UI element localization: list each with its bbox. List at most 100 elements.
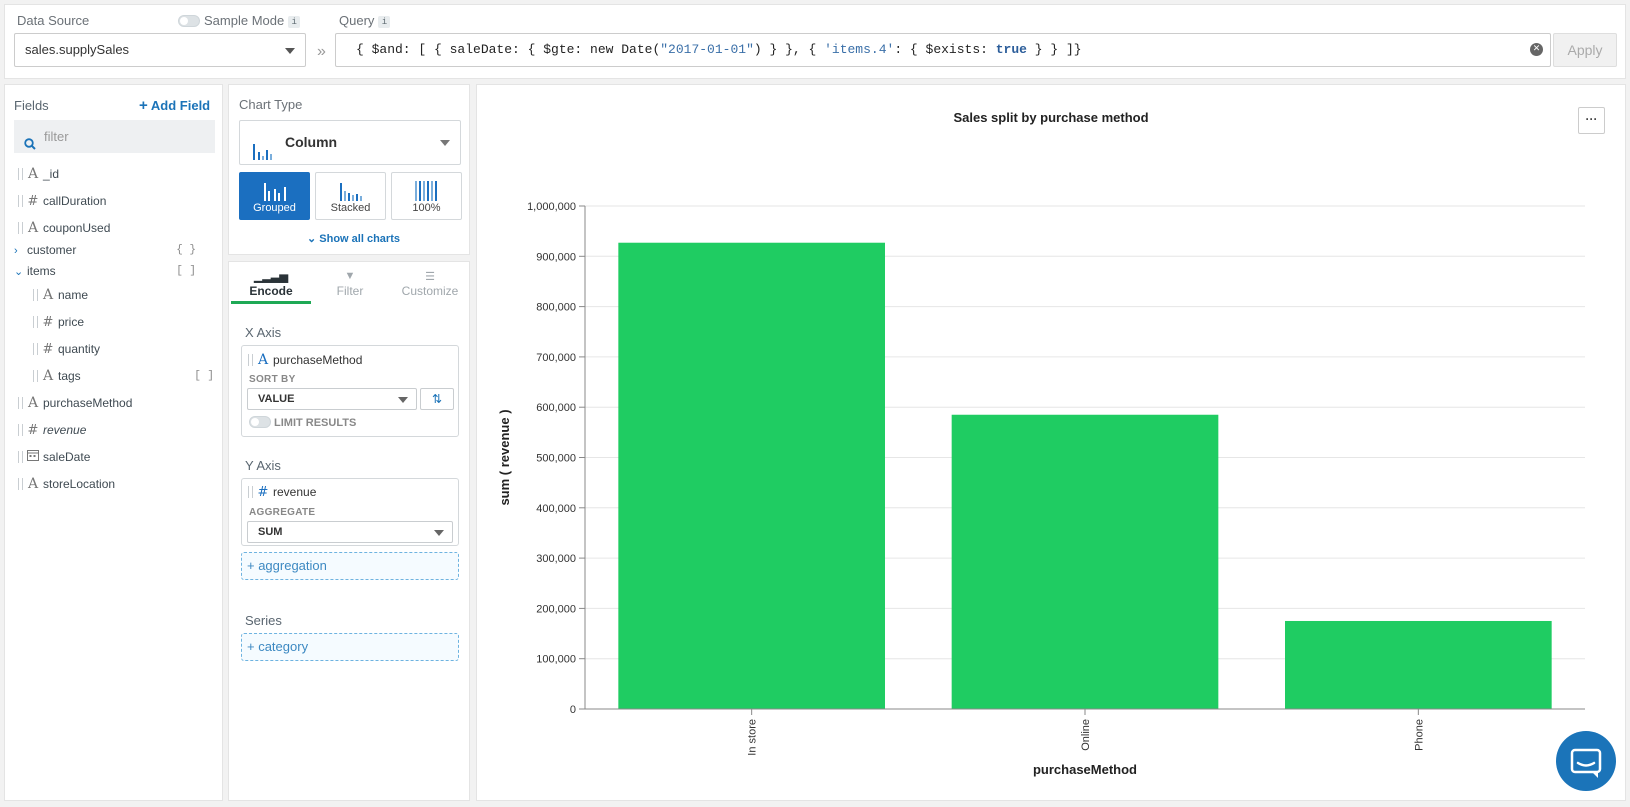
show-all-charts-link[interactable]: ⌄ Show all charts: [307, 232, 400, 245]
add-field-button[interactable]: + Add Field: [139, 97, 210, 114]
chevron-down-icon[interactable]: ⌄: [14, 266, 24, 278]
grouped-button[interactable]: Grouped: [239, 172, 310, 220]
data-source-select[interactable]: sales.supplySales: [14, 33, 306, 67]
chart-type-panel: Chart Type Column Grouped Stacked 100% ⌄…: [228, 84, 470, 255]
double-chevron-right-icon[interactable]: »: [317, 43, 326, 60]
sliders-icon: ☰: [425, 271, 435, 283]
field-item-price[interactable]: # price: [33, 312, 84, 332]
array-type-icon: [ ]: [176, 265, 196, 277]
field-item-customer[interactable]: › customer { }: [14, 240, 214, 260]
field-label: revenue: [43, 423, 87, 437]
field-label: storeLocation: [43, 477, 116, 491]
chevron-down-icon: [434, 530, 444, 536]
stacked-label: Stacked: [330, 202, 371, 214]
field-label: name: [58, 288, 89, 302]
string-type-icon: A: [257, 352, 269, 368]
apply-button[interactable]: Apply: [1553, 33, 1617, 67]
drag-handle-icon[interactable]: [33, 289, 38, 301]
chart-menu-button[interactable]: ···: [1578, 107, 1605, 134]
number-type-icon: #: [257, 485, 269, 500]
drag-handle-icon[interactable]: [18, 478, 23, 490]
query-part-5: : { $exists:: [894, 42, 996, 57]
tab-filter[interactable]: ▼ Filter: [310, 262, 390, 304]
sort-by-label: SORT BY: [249, 374, 296, 385]
search-icon: [24, 129, 36, 162]
number-type-icon: #: [27, 423, 39, 438]
y-tick-label: 300,000: [536, 553, 576, 565]
drag-handle-icon[interactable]: [18, 451, 23, 463]
query-part-4: 'items.4': [824, 42, 895, 57]
field-label: quantity: [58, 342, 101, 356]
field-item-revenue[interactable]: # revenue: [18, 420, 86, 440]
chevron-down-icon: [285, 48, 295, 54]
show-all-label: Show all charts: [319, 233, 400, 245]
string-type-icon: A: [42, 287, 54, 303]
sample-mode-info-icon[interactable]: i: [288, 16, 301, 28]
sort-order-button[interactable]: ⇅: [420, 388, 454, 410]
bar: [951, 414, 1219, 709]
drag-handle-icon[interactable]: [33, 370, 38, 382]
field-item-callduration[interactable]: # callDuration: [18, 191, 106, 211]
limit-results-toggle[interactable]: [249, 416, 271, 428]
query-input[interactable]: { $and: [ { saleDate: { $gte: new Date("…: [335, 33, 1551, 67]
aggregate-select[interactable]: SUM: [247, 521, 453, 543]
drag-handle-icon[interactable]: [18, 168, 23, 180]
add-aggregation-button[interactable]: + aggregation: [241, 552, 459, 580]
chart-type-select[interactable]: Column: [239, 120, 461, 165]
tab-filter-label: Filter: [336, 284, 364, 298]
sample-mode-toggle[interactable]: [178, 15, 200, 27]
tab-encode[interactable]: ▁▂▃▅ Encode: [231, 262, 311, 304]
y-tick-label: 700,000: [536, 352, 576, 364]
chevron-right-icon[interactable]: ›: [14, 245, 18, 257]
chat-button[interactable]: [1556, 731, 1616, 791]
field-label: items: [27, 264, 56, 278]
field-item-saledate[interactable]: saleDate: [18, 447, 90, 467]
drag-handle-icon[interactable]: [248, 486, 253, 498]
add-category-button[interactable]: + category: [241, 633, 459, 661]
sort-by-select[interactable]: VALUE: [247, 388, 417, 410]
y-field-chip[interactable]: # revenue: [248, 485, 316, 500]
clear-query-icon[interactable]: ✕: [1530, 43, 1543, 56]
query-part-2: "2017-01-01": [660, 42, 754, 57]
string-type-icon: A: [27, 476, 39, 492]
drag-handle-icon[interactable]: [18, 195, 23, 207]
grouped-chart-icon: [262, 181, 288, 204]
field-item-id[interactable]: A _id: [18, 164, 59, 184]
tab-customize-label: Customize: [401, 284, 459, 298]
drag-handle-icon[interactable]: [33, 343, 38, 355]
query-info-icon[interactable]: i: [378, 16, 391, 28]
y-tick-label: 200,000: [536, 603, 576, 615]
drag-handle-icon[interactable]: [248, 354, 253, 366]
drag-handle-icon[interactable]: [33, 316, 38, 328]
tab-customize[interactable]: ☰ Customize: [390, 262, 470, 304]
field-item-quantity[interactable]: # quantity: [33, 339, 100, 359]
string-type-icon: A: [27, 395, 39, 411]
field-filter-input[interactable]: filter: [14, 120, 215, 153]
field-item-items[interactable]: ⌄ items [ ]: [14, 261, 214, 281]
sample-mode-label: Sample Mode: [204, 13, 285, 28]
stacked-button[interactable]: Stacked: [315, 172, 386, 220]
x-field-label: purchaseMethod: [273, 353, 363, 367]
encode-panel: ▁▂▃▅ Encode ▼ Filter ☰ Customize X Axis …: [228, 261, 470, 801]
bar: [1285, 620, 1552, 709]
drag-handle-icon[interactable]: [18, 424, 23, 436]
drag-handle-icon[interactable]: [18, 397, 23, 409]
y-tick-label: 400,000: [536, 503, 576, 515]
chevron-down-icon: [398, 397, 408, 403]
drag-handle-icon[interactable]: [18, 222, 23, 234]
y-tick-label: 900,000: [536, 251, 576, 263]
percent-100-button[interactable]: 100%: [391, 172, 462, 220]
column-chart-icon: [252, 134, 274, 177]
string-type-icon: A: [27, 220, 39, 236]
field-label: _id: [43, 167, 60, 181]
limit-results[interactable]: LIMIT RESULTS: [249, 416, 356, 429]
field-label: customer: [27, 243, 77, 257]
y-tick-label: 100,000: [536, 654, 576, 666]
